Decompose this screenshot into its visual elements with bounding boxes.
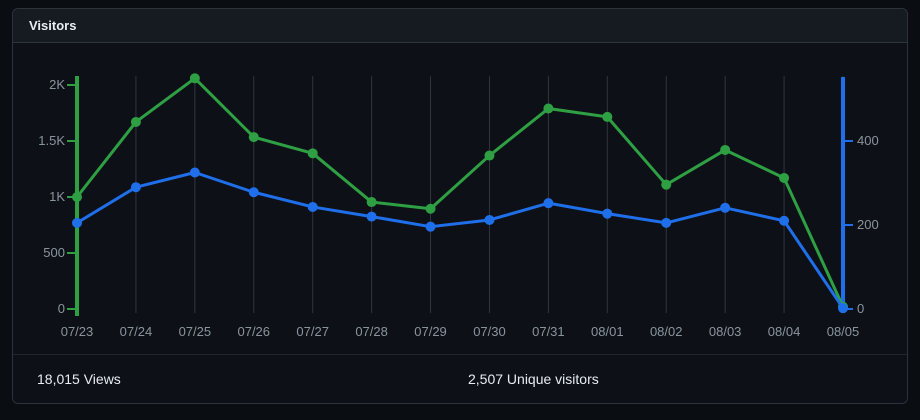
x-axis-label: 07/30	[473, 324, 506, 339]
unique-visitors-point[interactable]	[543, 198, 554, 209]
visitors-line-chart[interactable]: 07/23 07/24 07/25 07/26 07/27 07/28 07/29 07/30…	[13, 43, 907, 356]
x-axis-label: 07/29	[414, 324, 447, 339]
x-axis-label: 08/02	[650, 324, 683, 339]
views-point[interactable]	[189, 73, 200, 84]
x-axis-label: 08/05	[827, 324, 860, 339]
card-header: Visitors	[13, 9, 907, 43]
chart-area: 07/23 07/24 07/25 07/26 07/27 07/28 07/29 07/30…	[13, 43, 907, 356]
views-point[interactable]	[248, 132, 259, 143]
unique-visitors-point[interactable]	[484, 214, 495, 225]
views-line	[75, 76, 845, 309]
unique-visitors-point[interactable]	[602, 208, 613, 219]
left-axis-tick-label: 1.5K	[38, 133, 65, 148]
unique-visitors-point[interactable]	[720, 202, 731, 213]
left-axis-tick-label: 500	[43, 245, 65, 260]
unique-visitors-point[interactable]	[838, 303, 848, 314]
unique-visitors-point[interactable]	[72, 217, 82, 228]
x-axis-label: 08/03	[709, 324, 742, 339]
views-point[interactable]	[72, 192, 82, 202]
x-axis-label: 07/23	[61, 324, 94, 339]
visitors-card: Visitors 07/23 07/24 07/25 07/26 07/27 07/28 0…	[12, 8, 908, 404]
x-axis-label: 07/26	[237, 324, 270, 339]
unique-visitors-point[interactable]	[248, 187, 259, 198]
right-axis-tick-label: 200	[857, 217, 879, 232]
x-axis-label: 07/31	[532, 324, 565, 339]
card-footer: 18,015 Views 2,507 Unique visitors	[13, 354, 907, 403]
views-point[interactable]	[602, 111, 613, 122]
x-axis-label: 07/25	[179, 324, 212, 339]
views-point[interactable]	[779, 172, 790, 183]
left-axis-tick-label: 1K	[49, 189, 65, 204]
left-axis-tick-label: 0	[58, 301, 65, 316]
unique-visitors-total: 2,507 Unique visitors	[468, 371, 599, 387]
unique-visitors-line	[75, 171, 845, 310]
x-axis-label: 08/01	[591, 324, 624, 339]
left-axis-tick-label: 2K	[49, 77, 65, 92]
views-point[interactable]	[484, 150, 495, 161]
unique-visitors-point[interactable]	[366, 211, 377, 222]
unique-visitors-point[interactable]	[189, 167, 200, 178]
views-point[interactable]	[307, 148, 318, 159]
unique-visitors-point[interactable]	[661, 217, 672, 228]
views-point[interactable]	[720, 144, 731, 155]
x-axis-label: 07/27	[296, 324, 329, 339]
unique-visitors-point[interactable]	[307, 201, 318, 212]
unique-visitors-point[interactable]	[130, 182, 141, 193]
views-total: 18,015 Views	[37, 371, 121, 387]
views-point[interactable]	[366, 197, 377, 208]
views-point[interactable]	[661, 179, 672, 190]
unique-visitors-point[interactable]	[779, 215, 790, 226]
card-title: Visitors	[29, 18, 77, 33]
right-axis-tick-label: 400	[857, 133, 879, 148]
x-axis-label: 07/24	[120, 324, 153, 339]
x-axis-label: 07/28	[355, 324, 388, 339]
x-axis-label: 08/04	[768, 324, 801, 339]
views-point[interactable]	[130, 116, 141, 127]
views-point[interactable]	[543, 103, 554, 114]
unique-visitors-point[interactable]	[425, 221, 436, 232]
views-point[interactable]	[425, 203, 436, 214]
right-axis-tick-label: 0	[857, 301, 864, 316]
